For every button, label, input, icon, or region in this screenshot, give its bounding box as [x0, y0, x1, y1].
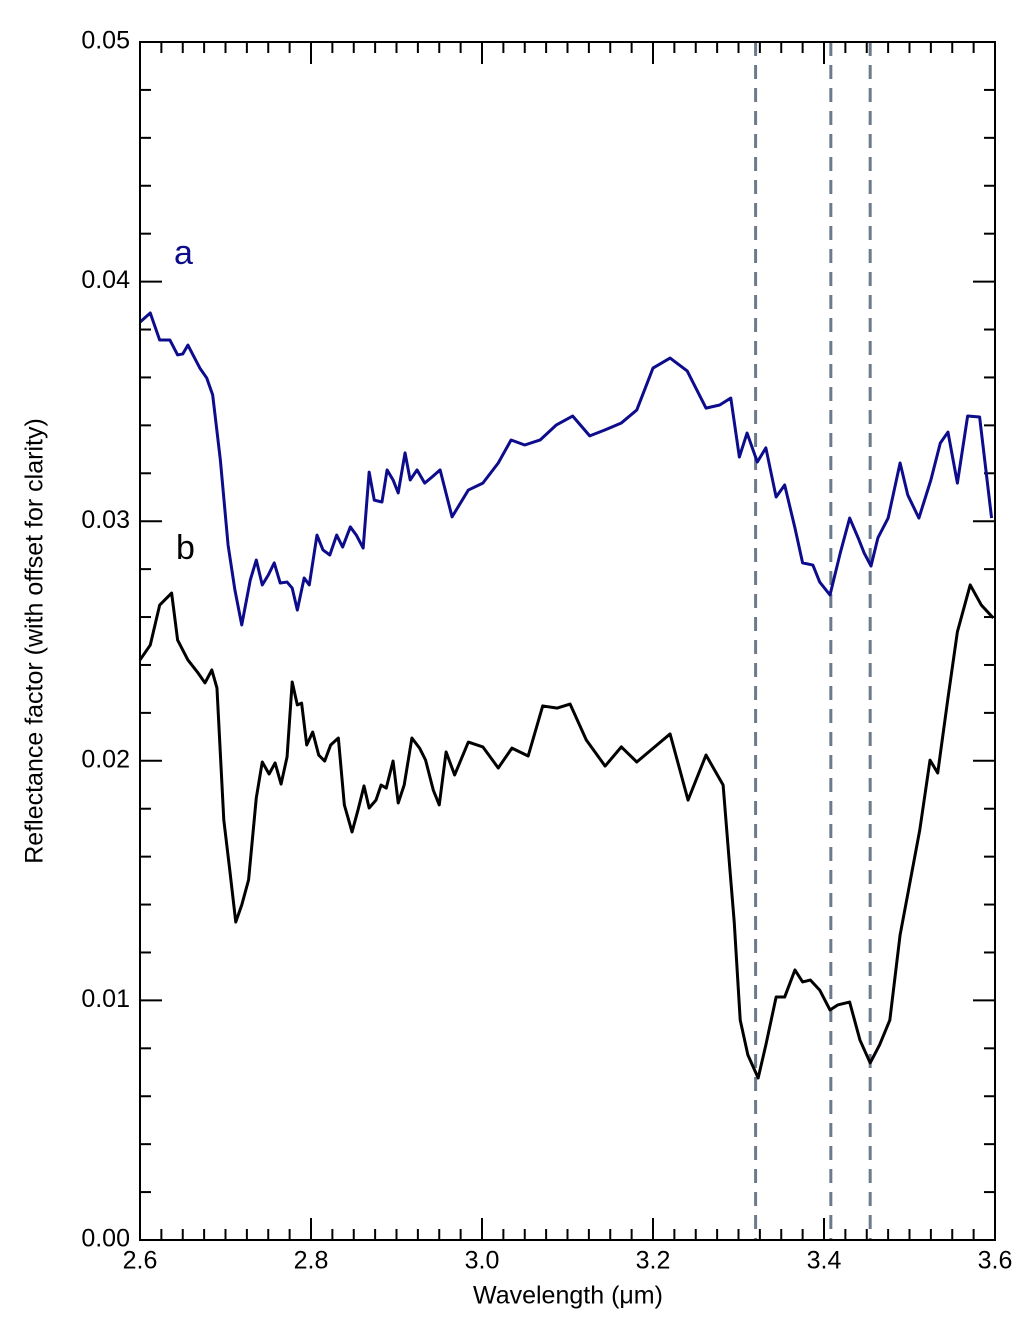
y-tick-label: 0.00: [81, 1225, 130, 1253]
x-tick-label: 2.8: [294, 1247, 329, 1275]
x-tick-label: 3.0: [465, 1247, 500, 1275]
y-tick-label: 0.01: [81, 985, 130, 1013]
y-tick-label: 0.04: [81, 266, 130, 294]
plot-frame: [139, 41, 996, 1241]
series-line: [139, 311, 994, 627]
x-tick-label: 3.2: [636, 1247, 671, 1275]
y-tick-label: 0.02: [81, 745, 130, 773]
y-axis-label: Reflectance factor (with offset for clar…: [21, 418, 49, 864]
x-axis-label: Wavelength (μm): [473, 1282, 663, 1310]
series-label: a: [174, 234, 193, 272]
x-tick-label: 3.4: [807, 1247, 842, 1275]
y-tick-label: 0.05: [81, 27, 130, 55]
series-line: [138, 583, 995, 1080]
x-tick-label: 2.6: [123, 1247, 158, 1275]
x-tick-label: 3.6: [978, 1247, 1013, 1275]
series-label: b: [176, 529, 195, 567]
y-tick-label: 0.03: [81, 506, 130, 534]
